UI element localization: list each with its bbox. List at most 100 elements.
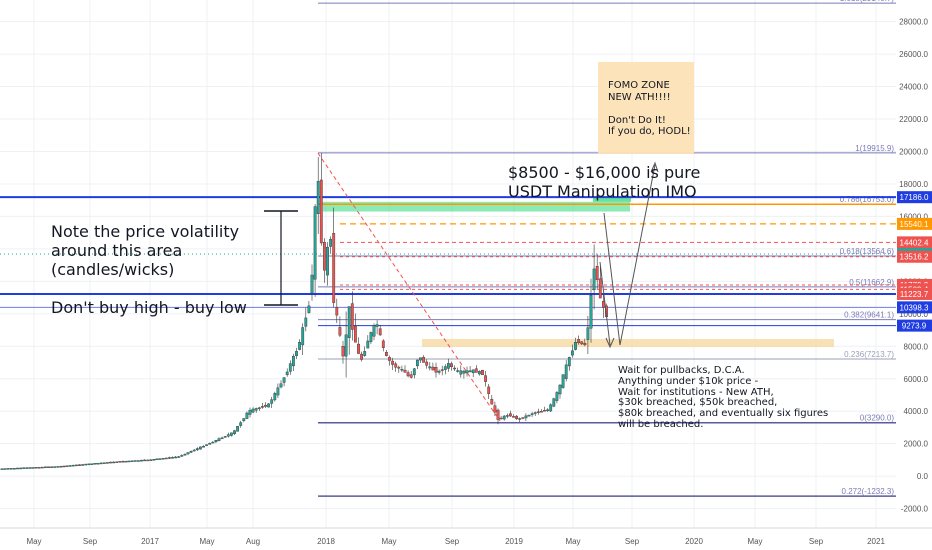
- candle-body: [518, 418, 522, 420]
- candle-body: [102, 462, 106, 464]
- candle-body: [512, 416, 515, 418]
- candle-body: [74, 464, 78, 467]
- candle-body: [177, 456, 181, 458]
- candle-body: [313, 206, 317, 280]
- candle-body: [133, 460, 137, 462]
- price-tick-label: 2000.0: [904, 440, 929, 449]
- candle-body: [174, 456, 177, 459]
- candle-body: [335, 307, 339, 316]
- candle-body: [167, 457, 171, 459]
- candle-body: [574, 342, 577, 350]
- candle-body: [87, 463, 91, 466]
- price-tick-label: 4000.0: [904, 407, 929, 416]
- candle-body: [261, 406, 264, 408]
- volatility-note: Note the price volatility around this ar…: [51, 222, 247, 317]
- tan-support-zone: [422, 338, 834, 348]
- candle-body: [53, 466, 57, 468]
- candle-body: [468, 370, 472, 373]
- candle-body: [195, 448, 199, 451]
- candle-body: [121, 461, 125, 463]
- candle-body: [323, 242, 326, 271]
- candle-body: [484, 375, 487, 382]
- candle-body: [437, 370, 441, 373]
- price-tick-label: 6000.0: [904, 375, 929, 384]
- arrow-head-down: [605, 337, 615, 349]
- candle-body: [214, 440, 218, 443]
- candle-body: [552, 398, 556, 407]
- candle-body: [158, 458, 162, 460]
- fib-level-label: 0.236(7213.7): [844, 350, 894, 359]
- time-tick-label: 2018: [317, 537, 335, 546]
- candle-body: [465, 370, 469, 374]
- price-tick-label: 22000.0: [899, 115, 928, 124]
- candle-body: [363, 351, 367, 356]
- candle-body: [71, 464, 75, 467]
- candle-body: [31, 467, 35, 469]
- candle-body: [425, 361, 429, 366]
- price-label-text: 17186.0: [900, 193, 929, 202]
- time-tick-label: 2021: [867, 537, 885, 546]
- candle-body: [276, 387, 280, 396]
- candle-body: [152, 459, 156, 461]
- candle-body: [527, 414, 531, 417]
- candle-body: [257, 407, 261, 409]
- price-label-badge: [897, 287, 932, 300]
- candle-body: [595, 265, 599, 281]
- candle-body: [310, 274, 314, 294]
- candle-body: [416, 359, 419, 367]
- candle-body: [105, 462, 109, 464]
- price-label-badge: [897, 319, 932, 332]
- candle-body: [285, 371, 289, 376]
- grid-lines: [0, 0, 896, 528]
- candle-body: [233, 430, 236, 434]
- green-resistance-zone: [323, 201, 630, 212]
- candle-body: [202, 445, 205, 448]
- candle-body: [217, 438, 221, 441]
- time-tick-label: May: [381, 537, 396, 546]
- candle-body: [25, 467, 29, 469]
- candle-body: [496, 409, 500, 420]
- time-tick-label: Sep: [83, 537, 98, 546]
- candle-body: [301, 327, 305, 346]
- candle-body: [0, 468, 4, 470]
- candle-body: [459, 370, 463, 375]
- price-tick-label: -2000.0: [901, 505, 929, 514]
- candle-body: [288, 363, 292, 372]
- candle-body: [536, 411, 540, 413]
- candle-body: [124, 460, 128, 463]
- candle-body: [155, 458, 159, 461]
- candle-body: [397, 366, 401, 369]
- drawings: [264, 152, 659, 422]
- price-tick-label: 26000.0: [899, 50, 928, 59]
- candle-body: [242, 418, 246, 421]
- candle-body: [347, 306, 351, 338]
- candle-body: [409, 374, 413, 378]
- candle-body: [205, 444, 208, 446]
- time-tick-label: May: [747, 537, 762, 546]
- candle-body: [251, 408, 255, 413]
- candle-body: [78, 464, 81, 466]
- candle-body: [422, 356, 425, 363]
- candle-body: [598, 278, 602, 299]
- candle-body: [326, 246, 329, 276]
- candle-body: [332, 233, 336, 303]
- green-target-zone: [593, 196, 631, 202]
- time-tick-label: May: [26, 537, 41, 546]
- candle-body: [540, 411, 543, 413]
- candle-body: [577, 339, 581, 344]
- candle-body: [192, 449, 196, 452]
- fib-level-label: 0.272(-1232.3): [842, 487, 895, 496]
- candle-body: [248, 409, 252, 415]
- candle-body: [360, 353, 363, 360]
- candle-body: [65, 465, 69, 467]
- candle-body: [267, 403, 270, 408]
- candle-body: [428, 366, 432, 369]
- arrow-head-up: [650, 161, 659, 173]
- highlight-zones: [323, 196, 834, 348]
- candle-body: [580, 341, 584, 345]
- candle-body: [350, 303, 354, 330]
- price-tick-label: 28000.0: [899, 18, 928, 27]
- candle-body: [180, 455, 184, 457]
- time-tick-label: 2019: [505, 537, 523, 546]
- time-axis: May Sep 2017 May Aug 2018 May Sep 2019 May Sep 2020…: [0, 527, 932, 546]
